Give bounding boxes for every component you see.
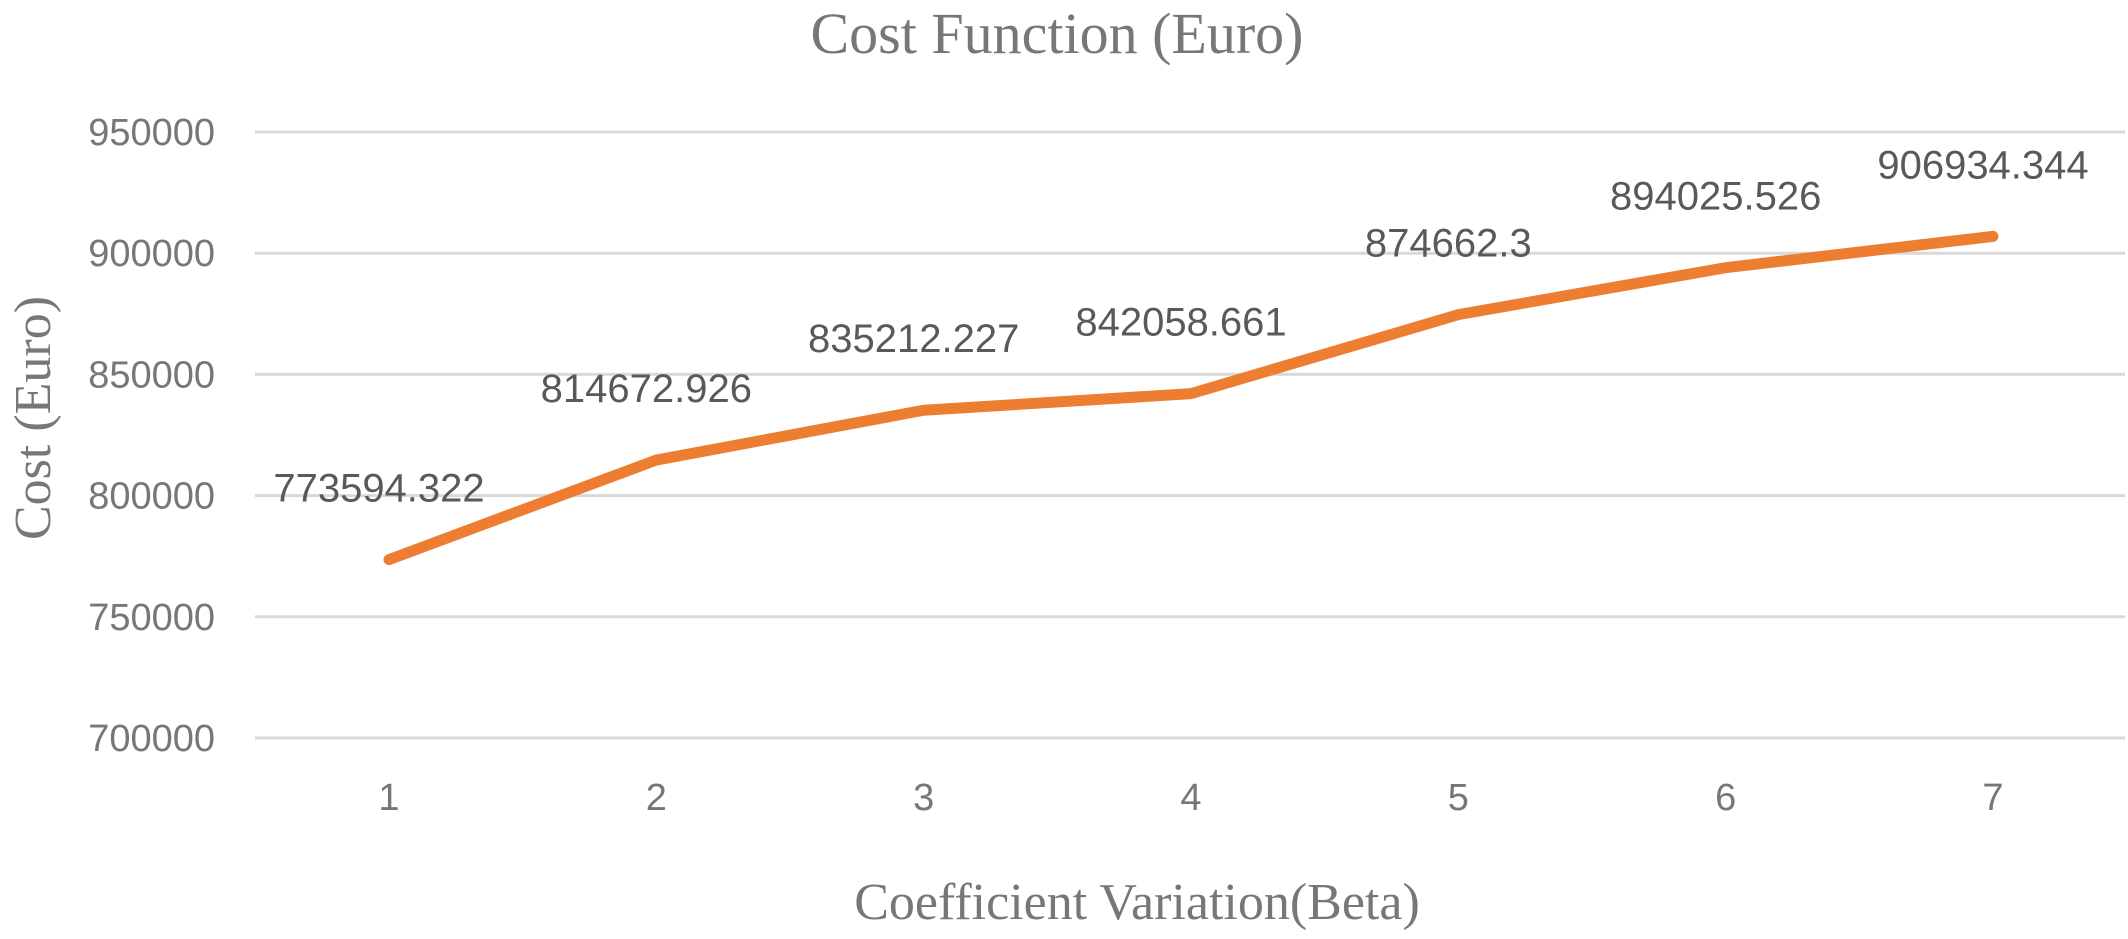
y-tick-label: 750000 xyxy=(88,597,215,639)
y-tick-label: 850000 xyxy=(88,354,215,396)
x-tick-label: 1 xyxy=(378,777,399,819)
x-tick-label: 3 xyxy=(913,777,934,819)
data-point xyxy=(1190,392,1192,395)
x-axis-title: Coefficient Variation(Beta) xyxy=(854,874,1420,931)
x-tick-label: 4 xyxy=(1180,777,1201,819)
gridlines xyxy=(255,130,2125,740)
x-axis-ticks: 1 2 3 4 5 6 7 xyxy=(378,777,2003,819)
y-tick-label: 950000 xyxy=(88,112,215,154)
data-label: 842058.661 xyxy=(1075,301,1286,345)
chart-title: Cost Function (Euro) xyxy=(811,1,1304,66)
y-tick-label: 900000 xyxy=(88,233,215,275)
data-point xyxy=(1457,313,1460,316)
data-label: 894025.526 xyxy=(1610,175,1821,219)
x-tick-label: 2 xyxy=(646,777,667,819)
data-point xyxy=(388,558,390,561)
data-label: 906934.344 xyxy=(1877,143,2088,187)
x-tick-label: 5 xyxy=(1448,777,1469,819)
data-labels: 773594.322 814672.926 835212.227 842058.661… xyxy=(273,143,2088,510)
data-label: 814672.926 xyxy=(541,367,752,411)
data-point xyxy=(1724,266,1727,269)
data-point xyxy=(655,459,658,462)
x-tick-label: 7 xyxy=(1982,777,2003,819)
y-axis-title: Cost (Euro) xyxy=(5,296,62,540)
y-tick-label: 800000 xyxy=(88,476,215,518)
series-layer xyxy=(383,230,1999,566)
data-point xyxy=(1992,235,1994,238)
x-tick-label: 6 xyxy=(1715,777,1736,819)
data-label: 773594.322 xyxy=(273,467,484,511)
y-axis-ticks: 700000 750000 800000 850000 900000 950000 xyxy=(88,112,215,760)
y-tick-label: 700000 xyxy=(88,718,215,760)
data-point xyxy=(922,409,925,412)
data-label: 835212.227 xyxy=(808,317,1019,361)
data-label: 874662.3 xyxy=(1365,222,1532,266)
